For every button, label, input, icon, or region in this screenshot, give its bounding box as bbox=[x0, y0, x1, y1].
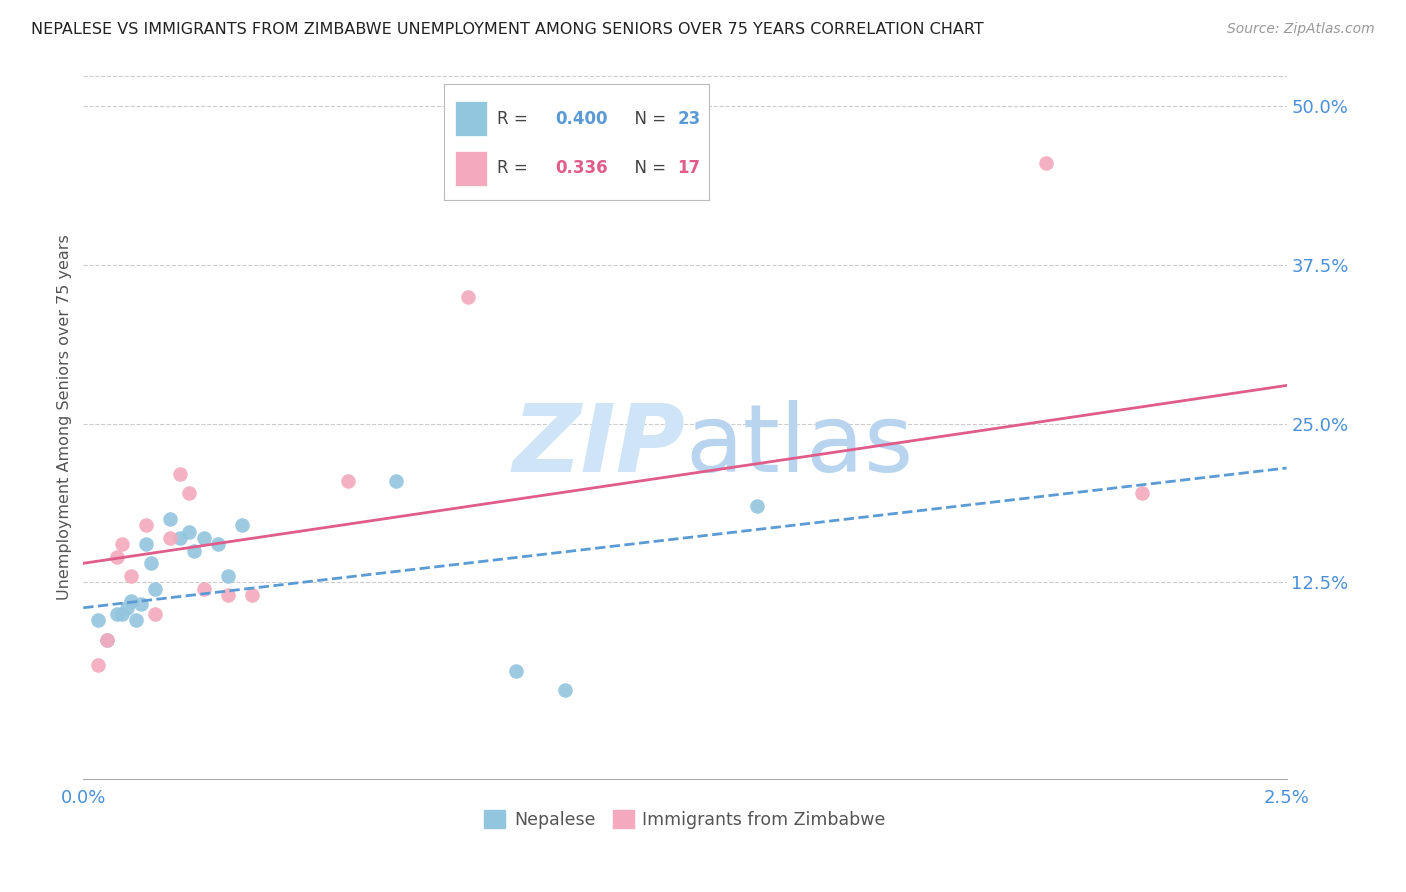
Point bbox=[145, 607, 167, 621]
Point bbox=[139, 556, 162, 570]
Point bbox=[193, 531, 215, 545]
Point bbox=[120, 594, 142, 608]
Point bbox=[169, 467, 191, 482]
Point bbox=[105, 607, 128, 621]
Point bbox=[129, 597, 152, 611]
Y-axis label: Unemployment Among Seniors over 75 years: Unemployment Among Seniors over 75 years bbox=[58, 235, 72, 600]
Point bbox=[1130, 486, 1153, 500]
Point bbox=[337, 474, 360, 488]
Point bbox=[179, 524, 201, 539]
Point bbox=[217, 588, 239, 602]
Point bbox=[111, 607, 134, 621]
Point bbox=[505, 665, 527, 679]
Point bbox=[159, 512, 181, 526]
Point bbox=[554, 683, 576, 698]
Point bbox=[217, 569, 239, 583]
Point bbox=[135, 537, 157, 551]
Point bbox=[87, 614, 110, 628]
Legend: Nepalese, Immigrants from Zimbabwe: Nepalese, Immigrants from Zimbabwe bbox=[478, 803, 893, 836]
Point bbox=[169, 531, 191, 545]
Point bbox=[183, 543, 205, 558]
Point bbox=[193, 582, 215, 596]
Point bbox=[457, 289, 479, 303]
Point bbox=[159, 531, 181, 545]
Point bbox=[111, 537, 134, 551]
Point bbox=[1035, 156, 1057, 170]
Point bbox=[120, 569, 142, 583]
Point bbox=[96, 632, 118, 647]
Point bbox=[115, 600, 138, 615]
Point bbox=[231, 518, 253, 533]
Point bbox=[105, 549, 128, 564]
Point bbox=[125, 614, 148, 628]
Point bbox=[207, 537, 229, 551]
Point bbox=[96, 632, 118, 647]
Point bbox=[240, 588, 263, 602]
Text: NEPALESE VS IMMIGRANTS FROM ZIMBABWE UNEMPLOYMENT AMONG SENIORS OVER 75 YEARS CO: NEPALESE VS IMMIGRANTS FROM ZIMBABWE UNE… bbox=[31, 22, 984, 37]
Text: ZIP: ZIP bbox=[512, 401, 685, 492]
Text: atlas: atlas bbox=[685, 401, 912, 492]
Point bbox=[385, 474, 408, 488]
Text: Source: ZipAtlas.com: Source: ZipAtlas.com bbox=[1227, 22, 1375, 37]
Point bbox=[145, 582, 167, 596]
Point bbox=[135, 518, 157, 533]
Point bbox=[747, 499, 769, 513]
Point bbox=[87, 657, 110, 672]
Point bbox=[179, 486, 201, 500]
